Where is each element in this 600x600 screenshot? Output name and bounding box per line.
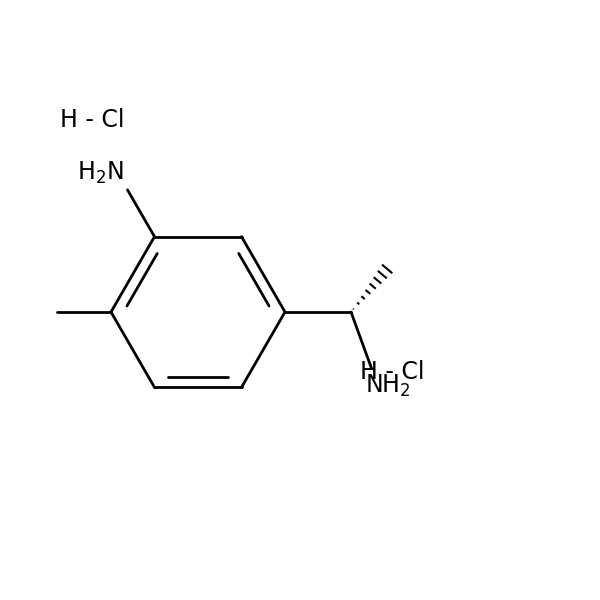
Text: H - Cl: H - Cl (60, 108, 125, 132)
Text: H - Cl: H - Cl (360, 360, 425, 384)
Text: H$_2$N: H$_2$N (77, 160, 124, 186)
Text: NH$_2$: NH$_2$ (365, 373, 410, 399)
